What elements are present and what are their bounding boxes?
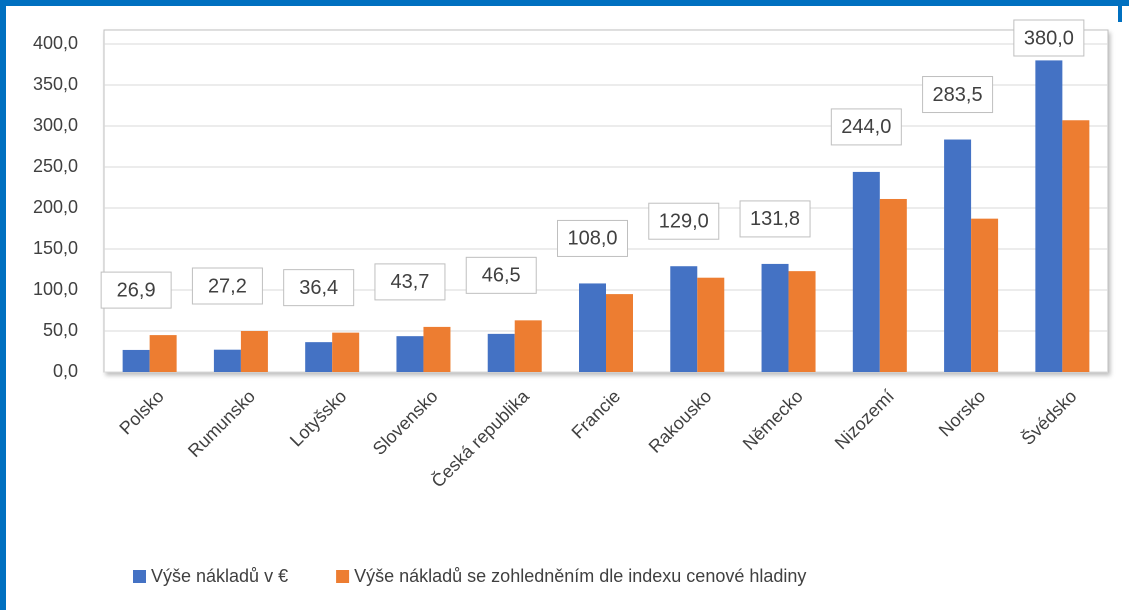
data-label: 46,5: [482, 265, 521, 287]
bar: [122, 349, 150, 372]
data-label: 108,0: [567, 228, 617, 250]
y-tick-label: 200,0: [33, 197, 78, 217]
bar: [852, 171, 880, 372]
data-label-box: [1013, 19, 1085, 57]
data-label: 36,4: [299, 277, 338, 299]
data-label: 131,8: [750, 208, 800, 230]
bar: [670, 266, 698, 372]
data-label: 129,0: [659, 211, 709, 233]
bar: [213, 349, 241, 372]
data-label: 244,0: [841, 116, 891, 138]
data-label: 43,7: [390, 271, 429, 293]
y-tick-label: 50,0: [43, 320, 78, 340]
data-label-box: [374, 263, 446, 301]
data-label-box: [283, 269, 355, 307]
data-label: 283,5: [933, 84, 983, 106]
bar: [944, 139, 972, 372]
bar: [396, 336, 424, 372]
legend-label: Výše nákladů se zohledněním dle indexu c…: [354, 566, 806, 586]
bar: [149, 335, 177, 372]
frame-top: [0, 0, 1129, 6]
bar: [579, 283, 606, 372]
data-label-box: [922, 76, 994, 114]
data-label-box: [830, 108, 902, 146]
bar: [487, 333, 515, 372]
bar: [606, 294, 633, 372]
y-tick-label: 300,0: [33, 115, 78, 135]
bar: [879, 198, 907, 372]
bar: [1062, 120, 1090, 372]
y-tick-label: 350,0: [33, 74, 78, 94]
legend-swatch: [336, 570, 350, 583]
y-tick-label: 400,0: [33, 33, 78, 53]
data-label-box: [739, 200, 811, 238]
bar: [240, 331, 268, 372]
bar: [971, 218, 999, 372]
bar: [305, 342, 333, 372]
bar: [788, 271, 816, 372]
y-tick-label: 250,0: [33, 156, 78, 176]
bar: [697, 277, 725, 372]
y-tick-label: 100,0: [33, 279, 78, 299]
bar: [514, 320, 542, 372]
frame-right: [1118, 0, 1122, 22]
data-label: 27,2: [208, 275, 247, 297]
bar: [332, 332, 360, 372]
bar: [761, 263, 789, 372]
data-label-box: [557, 219, 628, 257]
data-label-box: [648, 202, 720, 240]
data-label-box: [191, 267, 263, 305]
legend-label: Výše nákladů v €: [151, 566, 288, 586]
bar: [1035, 60, 1063, 373]
bar: [423, 326, 451, 372]
data-label: 26,9: [117, 279, 156, 301]
data-label-box: [100, 271, 172, 309]
y-tick-label: 0,0: [53, 361, 78, 381]
frame-left: [0, 0, 6, 610]
legend-swatch: [133, 570, 146, 583]
y-tick-label: 150,0: [33, 238, 78, 258]
data-label: 380,0: [1024, 27, 1074, 49]
data-label-box: [465, 256, 537, 294]
